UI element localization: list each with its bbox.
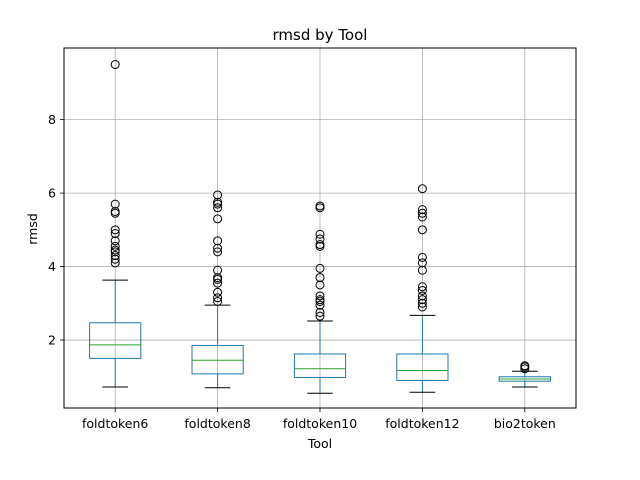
outlier-point (417, 208, 427, 218)
outlier-point (417, 205, 427, 215)
outlier-point (213, 296, 223, 306)
y-tick-label: 8 (48, 112, 56, 127)
outlier-point (110, 236, 120, 246)
iqr-box (293, 353, 347, 379)
box-foldtoken6 (89, 60, 142, 388)
outlier-point (315, 300, 325, 310)
outlier-point (213, 287, 223, 297)
box-bio2token (498, 361, 551, 388)
outlier-point (315, 229, 325, 239)
x-axis-label: Tool (307, 436, 332, 451)
outlier-point (213, 197, 223, 207)
outlier-point (213, 243, 223, 253)
outlier-point (315, 280, 325, 290)
outlier-point (315, 311, 325, 321)
y-tick-label: 6 (48, 186, 56, 201)
box-foldtoken8 (191, 190, 244, 389)
iqr-box (396, 353, 449, 381)
outlier-point (315, 234, 325, 244)
outlier-point (315, 263, 325, 273)
outlier-point (110, 241, 120, 251)
outlier-point (417, 265, 427, 275)
outlier-point (213, 190, 223, 200)
grid-lines (64, 48, 576, 408)
outlier-point (417, 212, 427, 222)
x-tick-label: foldtoken10 (283, 416, 357, 431)
outlier-point (315, 295, 325, 305)
outlier-point (315, 201, 325, 211)
outlier-point (110, 206, 120, 216)
outlier-point (213, 247, 223, 257)
x-tick-label: foldtoken6 (82, 416, 148, 431)
outlier-point (417, 258, 427, 268)
outlier-point (417, 282, 427, 292)
box-foldtoken12 (396, 184, 449, 393)
outlier-point (110, 258, 120, 268)
x-tick-label: bio2token (494, 416, 556, 431)
outlier-point (110, 254, 120, 264)
y-axis-label: rmsd (25, 213, 40, 245)
outlier-point (417, 291, 427, 301)
outlier-point (110, 229, 120, 239)
outlier-point (315, 273, 325, 283)
axis-ticks: 2 4 6 8 foldtoken6 foldtoken8 foldtoken10 foldt… (48, 112, 556, 431)
box-plots (89, 60, 551, 394)
box-foldtoken10 (293, 201, 347, 394)
outlier-point (315, 307, 325, 317)
outlier-point (110, 225, 120, 235)
outlier-point (520, 361, 530, 371)
outlier-point (213, 273, 223, 283)
outlier-point (213, 203, 223, 213)
outlier-point (417, 184, 427, 194)
outlier-point (417, 285, 427, 295)
outlier-point (213, 265, 223, 275)
x-tick-label: foldtoken12 (385, 416, 459, 431)
outlier-point (417, 295, 427, 305)
outlier-point (110, 245, 120, 255)
outlier-point (417, 225, 427, 235)
y-tick-label: 2 (48, 333, 56, 348)
outlier-point (213, 293, 223, 303)
outlier-point (213, 236, 223, 246)
iqr-box (191, 345, 244, 375)
y-tick-label: 4 (48, 259, 56, 274)
outlier-point (110, 251, 120, 261)
outlier-point (213, 278, 223, 288)
outlier-point (417, 302, 427, 312)
outlier-point (417, 298, 427, 308)
outlier-point (110, 199, 120, 209)
outlier-point (315, 291, 325, 301)
outlier-point (110, 60, 120, 70)
outlier-point (213, 214, 223, 224)
x-tick-label: foldtoken8 (184, 416, 250, 431)
iqr-box (89, 322, 142, 359)
outlier-point (417, 252, 427, 262)
outlier-point (315, 240, 325, 250)
chart-title: rmsd by Tool (273, 26, 368, 44)
